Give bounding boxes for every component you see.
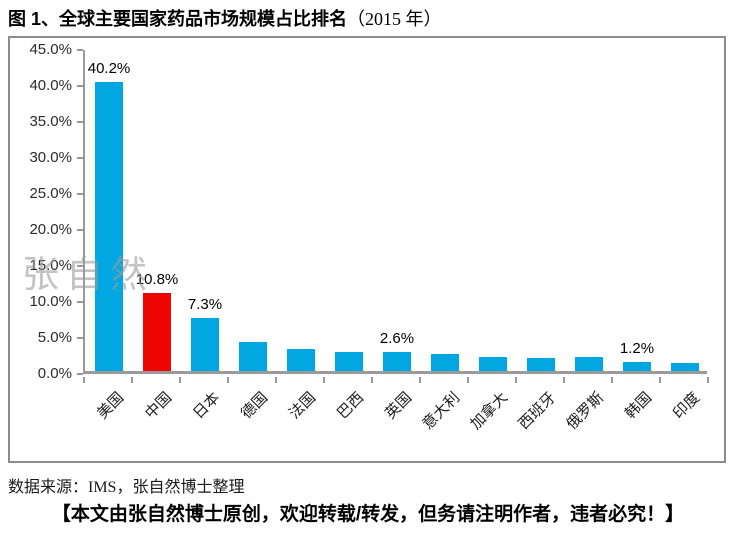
x-axis-category-label: 法国 <box>285 389 320 423</box>
x-axis-category-label: 印度 <box>669 389 704 423</box>
x-axis-tick-mark <box>131 377 133 383</box>
y-axis-tick-label: 25.0% <box>29 185 72 202</box>
x-axis-category-label: 中国 <box>141 389 176 423</box>
bar-value-label: 40.2% <box>87 59 131 77</box>
x-axis-tick-mark <box>227 377 229 383</box>
x-axis-category-label: 俄罗斯 <box>563 389 608 433</box>
bar-法国 <box>287 349 315 371</box>
y-axis-tick-label: 40.0% <box>29 77 72 94</box>
bar-日本 <box>191 318 219 371</box>
x-axis-category-label: 日本 <box>189 389 224 423</box>
figure-title: 图 1、全球主要国家药品市场规模占比排名（2015 年） <box>8 5 442 31</box>
y-axis-tick-label: 45.0% <box>29 41 72 58</box>
bar-西班牙 <box>527 358 555 371</box>
x-axis-category-label: 巴西 <box>333 389 368 423</box>
y-axis-tick-mark <box>77 265 83 267</box>
x-axis-tick-mark <box>611 377 613 383</box>
chart-plot-area: 40.2% 10.8% 7.3% 2.6% 1.2% <box>83 50 707 374</box>
x-axis-tick-mark <box>563 377 565 383</box>
x-axis-tick-mark <box>83 377 85 383</box>
bar-value-label: 1.2% <box>619 340 655 358</box>
bar-德国 <box>239 342 267 371</box>
x-axis-category-label: 加拿大 <box>467 389 512 433</box>
x-axis-category-label: 西班牙 <box>515 389 560 433</box>
x-axis-category-label: 美国 <box>93 389 128 423</box>
x-axis-category-label: 德国 <box>237 389 272 423</box>
bar-巴西 <box>335 351 363 371</box>
y-axis-tick-mark <box>77 193 83 195</box>
y-axis-tick-mark <box>77 49 83 51</box>
x-axis-tick-mark <box>659 377 661 383</box>
bar-韩国 <box>623 362 651 371</box>
x-axis-tick-mark <box>467 377 469 383</box>
bar-加拿大 <box>479 356 507 371</box>
data-source-note: 数据来源：IMS，张自然博士整理 <box>8 479 245 496</box>
y-axis-tick-mark <box>77 121 83 123</box>
y-axis-tick-mark <box>77 157 83 159</box>
y-axis-tick-label: 20.0% <box>29 221 72 238</box>
copyright-notice: 【本文由张自然博士原创，欢迎转载/转发，但务请注明作者，违者必究！】 <box>51 504 685 525</box>
bar-意大利 <box>431 354 459 371</box>
bar-英国 <box>383 352 411 371</box>
bar-value-label: 7.3% <box>187 296 223 314</box>
y-axis-tick-label: 10.0% <box>29 293 72 310</box>
x-axis-category-label: 英国 <box>381 389 416 423</box>
bar-中国 <box>143 293 171 371</box>
chart-axes-layer: 40.2% 10.8% 7.3% 2.6% 1.2% 0.0% 5.0% 10.0% 15.0… <box>10 38 724 461</box>
x-axis-tick-mark <box>179 377 181 383</box>
y-axis-tick-label: 15.0% <box>29 257 72 274</box>
y-axis-tick-label: 30.0% <box>29 149 72 166</box>
y-axis-tick-mark <box>77 229 83 231</box>
x-axis-tick-mark <box>419 377 421 383</box>
x-axis-tick-mark <box>707 377 709 383</box>
y-axis-tick-mark <box>77 85 83 87</box>
bar-value-label: 2.6% <box>379 330 415 348</box>
y-axis-tick-mark <box>77 337 83 339</box>
x-axis-tick-mark <box>275 377 277 383</box>
y-axis-tick-label: 35.0% <box>29 113 72 130</box>
bar-俄罗斯 <box>575 357 603 371</box>
x-axis-tick-mark <box>323 377 325 383</box>
bar-value-label: 10.8% <box>135 271 179 289</box>
figure-title-year: （2015 年） <box>347 9 442 29</box>
bar-美国 <box>95 81 123 371</box>
y-axis-tick-label: 0.0% <box>37 365 72 382</box>
x-axis-tick-mark <box>371 377 373 383</box>
y-axis-tick-mark <box>77 373 83 375</box>
x-axis-tick-mark <box>515 377 517 383</box>
y-axis-tick-mark <box>77 301 83 303</box>
figure-title-main: 图 1、全球主要国家药品市场规模占比排名 <box>8 9 348 29</box>
bar-印度 <box>671 363 699 371</box>
x-axis-category-label: 韩国 <box>621 389 656 423</box>
x-axis-category-label: 意大利 <box>419 389 464 433</box>
y-axis-tick-label: 5.0% <box>37 329 72 346</box>
chart-container: 40.2% 10.8% 7.3% 2.6% 1.2% 0.0% 5.0% 10.0% 15.0… <box>8 36 726 463</box>
